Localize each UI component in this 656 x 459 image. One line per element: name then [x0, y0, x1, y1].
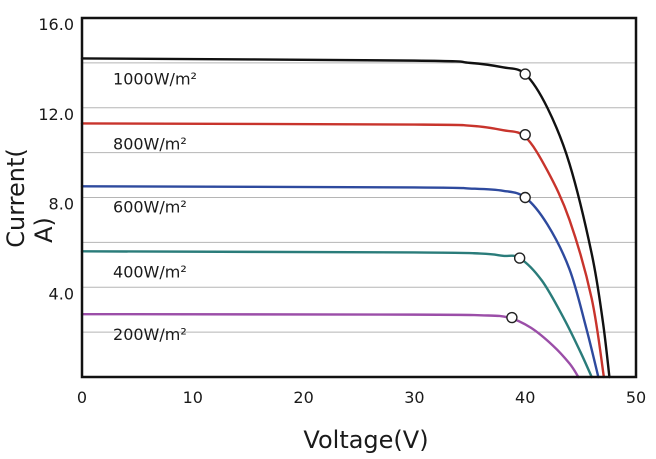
y-tick-label: 12.0	[38, 105, 74, 124]
gridlines	[82, 62, 636, 333]
x-axis-title: Voltage(V)	[303, 426, 428, 454]
series-line	[80, 312, 580, 379]
x-tick-label: 40	[515, 388, 535, 407]
series-line	[80, 250, 593, 379]
y-tick-labels: 4.0 8.0 12.0 16.0	[38, 15, 74, 303]
x-tick-label: 10	[183, 388, 203, 407]
series-label: 600W/m²	[113, 197, 187, 216]
mpp-markers	[506, 68, 531, 324]
series-label: 1000W/m²	[113, 69, 197, 88]
series-labels: 1000W/m² 800W/m² 600W/m² 400W/m² 200W/m²	[113, 69, 197, 344]
y-tick-label: 8.0	[49, 195, 74, 214]
x-tick-label: 30	[404, 388, 424, 407]
mpp-marker	[519, 191, 531, 204]
series-label: 200W/m²	[113, 325, 187, 344]
series-label: 400W/m²	[113, 262, 187, 281]
y-axis-title: Current( A)	[2, 148, 58, 248]
mpp-marker	[513, 252, 526, 264]
plot-frame	[80, 16, 638, 379]
mpp-marker	[506, 311, 518, 324]
y-axis-title-line-1: Current(	[2, 148, 30, 248]
series-label: 800W/m²	[113, 134, 187, 153]
y-axis-title-line-2: A)	[30, 217, 58, 243]
x-tick-label: 0	[77, 388, 87, 407]
series-line	[80, 185, 600, 379]
y-tick-label: 16.0	[38, 15, 74, 34]
x-tick-label: 50	[626, 388, 646, 407]
x-tick-label: 20	[293, 388, 313, 407]
mpp-marker	[519, 128, 531, 141]
mpp-marker	[519, 68, 531, 80]
series-line	[80, 122, 606, 379]
x-tick-labels: 0 10 20 30 40 50	[77, 388, 646, 407]
y-tick-label: 4.0	[49, 284, 74, 303]
